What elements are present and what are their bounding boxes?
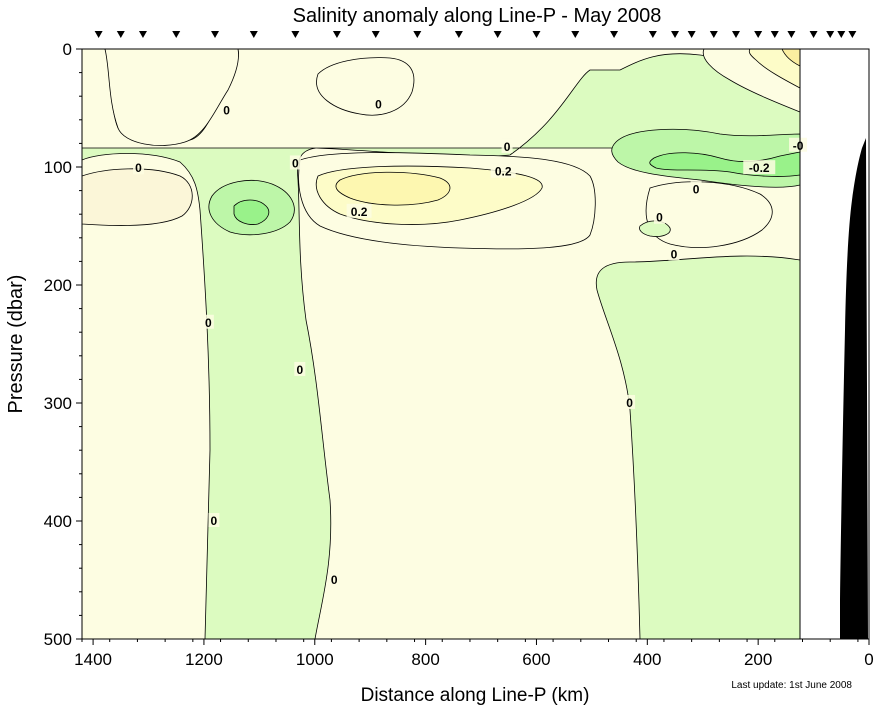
station-marker xyxy=(687,31,696,38)
contour-label-bg xyxy=(668,246,680,261)
contour-label-bg xyxy=(501,138,513,153)
x-tick-label: 800 xyxy=(411,650,439,669)
station-marker xyxy=(413,31,422,38)
contour-label-bg xyxy=(346,203,372,218)
contour-label: -0.2 xyxy=(749,161,770,175)
station-marker xyxy=(249,31,258,38)
contour-label: 0 xyxy=(211,514,218,528)
x-tick-label: 1400 xyxy=(74,650,112,669)
station-marker xyxy=(211,31,220,38)
station-marker xyxy=(94,31,103,38)
contour-labels: 0 0 0 0 0 0 0 0 0 0.2 0.2 0 0 0 0 -0.2 -0 xyxy=(133,96,808,587)
station-marker xyxy=(454,31,463,38)
station-marker xyxy=(709,31,718,38)
yellow-zone-core-center xyxy=(335,171,451,206)
seafloor-silhouette xyxy=(840,138,868,639)
station-marker xyxy=(848,31,857,38)
station-marker xyxy=(116,31,125,38)
contour-label-bg xyxy=(294,361,306,376)
contour-label: 0 xyxy=(671,247,678,261)
plot-frame xyxy=(81,48,870,640)
contour-label-bg xyxy=(202,314,214,329)
yellow-zone-north-west xyxy=(104,48,239,146)
contour-label: 0 xyxy=(296,363,303,377)
chart-title: Salinity anomaly along Line-P - May 2008 xyxy=(293,5,662,27)
station-marker xyxy=(332,31,341,38)
contour-label: 0 xyxy=(375,97,382,111)
contour-label-bg xyxy=(289,155,301,170)
yellow-zone-north-east-inner xyxy=(748,48,801,89)
contour-label: 0 xyxy=(504,140,511,154)
y-tick-label: 400 xyxy=(44,512,72,531)
station-marker xyxy=(809,31,818,38)
station-marker xyxy=(571,31,580,38)
x-tick-label: 0 xyxy=(864,650,873,669)
y-axis-label: Pressure (dbar) xyxy=(5,275,27,414)
y-tick-label: 200 xyxy=(44,276,72,295)
contour-label: 0 xyxy=(331,573,338,587)
x-tick-label: 600 xyxy=(522,650,550,669)
green-zone-main-east xyxy=(595,255,801,640)
plot-area xyxy=(81,48,801,640)
x-tick-label: 200 xyxy=(744,650,772,669)
x-axis: 1400 1200 1000 800 600 400 200 0 xyxy=(74,639,874,669)
y-tick-label: 500 xyxy=(44,630,72,649)
x-tick-label: 400 xyxy=(633,650,661,669)
x-axis-label: Distance along Line-P (km) xyxy=(361,685,590,706)
contour-label-bg xyxy=(490,163,516,178)
contour-label-bg xyxy=(221,102,233,117)
y-tick-label: 300 xyxy=(44,394,72,413)
contour-label: 0 xyxy=(205,316,212,330)
contour-label-bg xyxy=(690,181,702,196)
y-tick-label: 0 xyxy=(63,40,72,59)
station-marker xyxy=(610,31,619,38)
contour-label-bg xyxy=(654,209,666,224)
station-marker xyxy=(291,31,300,38)
station-marker xyxy=(172,31,181,38)
station-marker xyxy=(493,31,502,38)
contour-label: 0 xyxy=(693,182,700,196)
contour-label: 0 xyxy=(656,211,663,225)
station-marker xyxy=(731,31,740,38)
station-marker xyxy=(671,31,680,38)
contour-label: -0 xyxy=(793,139,804,153)
station-marker xyxy=(532,31,541,38)
contour-label-bg xyxy=(743,160,776,175)
contour-label: 0 xyxy=(626,396,633,410)
yellow-zone-north-center xyxy=(316,57,415,116)
contour-label-bg xyxy=(624,395,636,409)
contour-label: 0 xyxy=(223,103,230,117)
station-marker xyxy=(138,31,147,38)
station-marker xyxy=(648,31,657,38)
footnote: Last update: 1st June 2008 xyxy=(731,680,852,691)
y-tick-label: 100 xyxy=(44,158,72,177)
contour-label-bg xyxy=(789,137,808,152)
station-marker xyxy=(371,31,380,38)
y-axis: 0 100 200 300 400 500 xyxy=(44,40,82,649)
station-markers xyxy=(94,31,857,38)
station-marker xyxy=(770,31,779,38)
contour-label-bg xyxy=(208,513,220,527)
station-marker xyxy=(787,31,796,38)
contour-label: 0 xyxy=(135,161,142,175)
station-marker xyxy=(754,31,763,38)
contour-label: 0 xyxy=(292,156,299,170)
yellow-zone-west-lens xyxy=(81,168,193,226)
green-core-west-inner xyxy=(233,199,270,225)
x-tick-label: 1200 xyxy=(185,650,223,669)
contour-label-bg xyxy=(133,160,145,175)
contour-label: 0.2 xyxy=(351,205,368,219)
bathymetry xyxy=(799,49,868,639)
contour-label-bg xyxy=(373,96,385,111)
x-tick-label: 1000 xyxy=(296,650,334,669)
contour-label-bg xyxy=(328,572,340,586)
station-marker xyxy=(837,31,846,38)
contour-label: 0.2 xyxy=(495,165,512,179)
station-marker xyxy=(826,31,835,38)
